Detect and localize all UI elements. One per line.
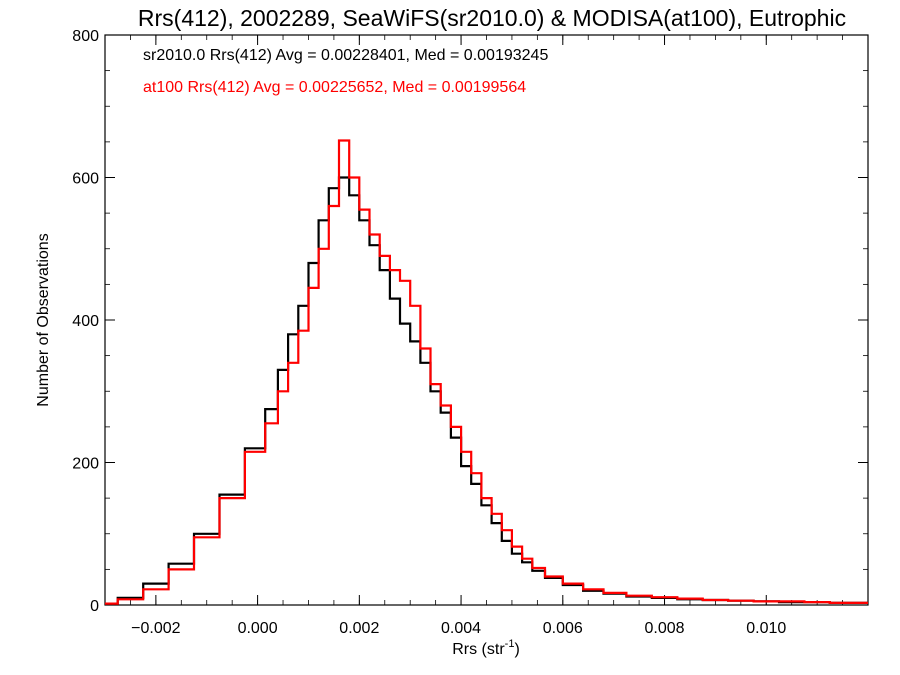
x-tick-label: 0.008 [645,620,685,637]
y-axis-label: Number of Observations [35,233,52,406]
annotation-at100: at100 Rrs(412) Avg = 0.00225652, Med = 0… [143,79,526,96]
y-axis: 0 200 400 600 800 [72,28,868,615]
x-tick-label: 0.010 [746,620,786,637]
x-axis-label-end: ) [514,641,519,658]
x-axis-label: Rrs (str-1) [452,638,520,658]
y-tick-label: 200 [72,456,99,473]
y-tick-label: 0 [90,598,99,615]
x-axis-label-main: Rrs (str [452,641,505,658]
x-tick-label: 0.006 [543,620,583,637]
series-layer [105,139,868,605]
x-tick-label: −0.002 [131,620,180,637]
chart-title: Rrs(412), 2002289, SeaWiFS(sr2010.0) & M… [138,5,846,31]
y-tick-label: 400 [72,313,99,330]
y-tick-label: 600 [72,171,99,188]
x-tick-label: 0.004 [441,620,481,637]
series-line-sr2010-0 [105,176,868,605]
annotation-sr2010: sr2010.0 Rrs(412) Avg = 0.00228401, Med … [143,47,548,64]
x-tick-label: 0.000 [238,620,278,637]
x-axis: −0.002 0.000 0.002 0.004 0.006 0.008 0.010 [104,35,869,637]
series-line-at100 [105,139,868,605]
y-tick-label: 800 [72,28,99,45]
x-axis-label-superscript: -1 [505,638,515,650]
x-tick-label: 0.002 [339,620,379,637]
